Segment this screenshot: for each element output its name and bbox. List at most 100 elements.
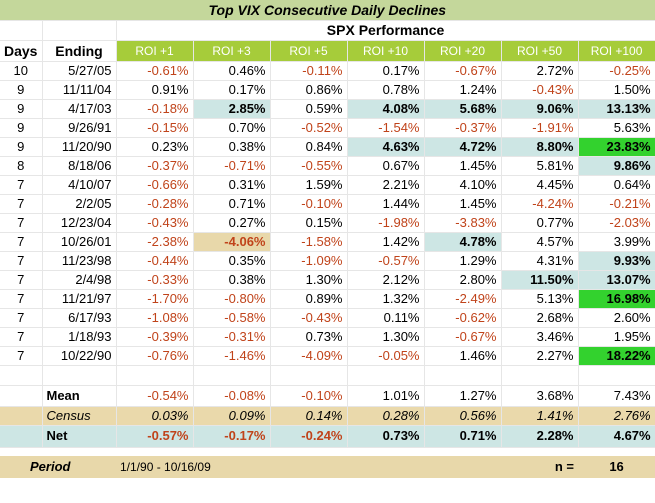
cell-days: 8 (0, 156, 43, 176)
net-row: Net -0.57% -0.17% -0.24% 0.73% 0.71% 2.28% 4.67… (0, 425, 655, 448)
table-title: Top VIX Consecutive Daily Declines (0, 0, 655, 21)
cell-roi: -0.55% (270, 156, 348, 176)
cell-roi: -1.91% (501, 118, 579, 138)
header-roi: ROI +100 (578, 40, 655, 62)
census-row-value: 0.28% (347, 406, 425, 426)
cell-days: 9 (0, 99, 43, 119)
header-roi: ROI +50 (501, 40, 579, 62)
n-value: 16 (578, 456, 655, 478)
cell-roi: 2.60% (578, 308, 655, 328)
cell-roi: 13.13% (578, 99, 655, 119)
table-row: 8 8/18/06 -0.37% -0.71% -0.55% 0.67% 1.45% 5.81… (0, 156, 655, 176)
n-label: n = (501, 456, 578, 478)
cell-roi: 1.95% (578, 327, 655, 347)
cell-roi: 8.80% (501, 137, 579, 157)
cell-days: 9 (0, 137, 43, 157)
census-row: Census 0.03% 0.09% 0.14% 0.28% 0.56% 1.41% 2.76… (0, 406, 655, 426)
cell-roi: 0.46% (193, 61, 271, 81)
table-row: 9 9/26/91 -0.15% 0.70% -0.52% -1.54% -0.37% -1.… (0, 118, 655, 138)
mean-row-value: 1.01% (347, 385, 425, 407)
cell-roi: -0.67% (424, 327, 502, 347)
cell-roi: 5.68% (424, 99, 502, 119)
cell-roi: 0.89% (270, 289, 348, 309)
cell-roi: 2.68% (501, 308, 579, 328)
cell-roi: -4.24% (501, 194, 579, 214)
table-row: 10 5/27/05 -0.61% 0.46% -0.11% 0.17% -0.67% 2.7… (0, 61, 655, 81)
cell-roi: -1.08% (116, 308, 194, 328)
cell-days: 7 (0, 213, 43, 233)
cell-roi: -0.62% (424, 308, 502, 328)
census-row-label: Census (42, 406, 117, 426)
table-row: 7 1/18/93 -0.39% -0.31% 0.73% 1.30% -0.67% 3.46… (0, 327, 655, 347)
census-row-value: 2.76% (578, 406, 655, 426)
table-row: 7 11/21/97 -1.70% -0.80% 0.89% 1.32% -2.49% 5.1… (0, 289, 655, 309)
cell-roi: 4.57% (501, 232, 579, 252)
mean-row-value: 3.68% (501, 385, 579, 407)
cell-roi: 2.72% (501, 61, 579, 81)
table-row: 7 6/17/93 -1.08% -0.58% -0.43% 0.11% -0.62% 2.6… (0, 308, 655, 328)
cell-roi: -0.25% (578, 61, 655, 81)
cell-roi: 18.22% (578, 346, 655, 366)
cell-roi: 0.71% (193, 194, 271, 214)
cell-roi: -0.66% (116, 175, 194, 195)
cell-ending: 10/26/01 (42, 232, 117, 252)
cell-roi: 0.38% (193, 270, 271, 290)
mean-row-value: -0.10% (270, 385, 348, 407)
cell-roi: -0.18% (116, 99, 194, 119)
cell-ending: 10/22/90 (42, 346, 117, 366)
cell-roi: -1.98% (347, 213, 425, 233)
cell-ending: 9/26/91 (42, 118, 117, 138)
cell-ending: 11/20/90 (42, 137, 117, 157)
table-row: 9 11/20/90 0.23% 0.38% 0.84% 4.63% 4.72% 8.80% 2… (0, 137, 655, 157)
cell-roi: 0.17% (347, 61, 425, 81)
cell-ending: 12/23/04 (42, 213, 117, 233)
cell-roi: 2.21% (347, 175, 425, 195)
census-row-value: 0.03% (116, 406, 194, 426)
cell-roi: 23.83% (578, 137, 655, 157)
cell-days: 9 (0, 118, 43, 138)
cell-roi: -0.05% (347, 346, 425, 366)
cell-roi: -0.76% (116, 346, 194, 366)
cell-roi: -1.09% (270, 251, 348, 271)
cell-roi: 2.12% (347, 270, 425, 290)
cell-roi: 1.29% (424, 251, 502, 271)
cell-roi: -0.57% (347, 251, 425, 271)
cell-roi: 5.13% (501, 289, 579, 309)
cell-roi: 3.99% (578, 232, 655, 252)
header-roi: ROI +20 (424, 40, 502, 62)
cell-roi: -0.80% (193, 289, 271, 309)
cell-days: 10 (0, 61, 43, 81)
census-row-value: 1.41% (501, 406, 579, 426)
cell-days: 7 (0, 175, 43, 195)
cell-roi: -0.28% (116, 194, 194, 214)
cell-roi: -0.11% (270, 61, 348, 81)
cell-roi: 4.31% (501, 251, 579, 271)
cell-roi: -0.71% (193, 156, 271, 176)
cell-roi: -0.31% (193, 327, 271, 347)
cell-roi: 0.86% (270, 80, 348, 100)
cell-ending: 4/10/07 (42, 175, 117, 195)
cell-roi: 2.85% (193, 99, 271, 119)
cell-roi: 0.27% (193, 213, 271, 233)
table-row: 7 2/2/05 -0.28% 0.71% -0.10% 1.44% 1.45% -4.24%… (0, 194, 655, 214)
cell-roi: 0.11% (347, 308, 425, 328)
cell-roi: 5.81% (501, 156, 579, 176)
cell-ending: 4/17/03 (42, 99, 117, 119)
cell-roi: -0.37% (424, 118, 502, 138)
cell-roi: 3.46% (501, 327, 579, 347)
cell-roi: -3.83% (424, 213, 502, 233)
cell-roi: 0.77% (501, 213, 579, 233)
mean-row-value: 1.27% (424, 385, 502, 407)
cell-roi: 4.72% (424, 137, 502, 157)
cell-roi: 4.63% (347, 137, 425, 157)
cell-roi: -0.61% (116, 61, 194, 81)
cell-days: 9 (0, 80, 43, 100)
cell-roi: -1.70% (116, 289, 194, 309)
cell-roi: 16.98% (578, 289, 655, 309)
table-row: 9 11/11/04 0.91% 0.17% 0.86% 0.78% 1.24% -0.43%… (0, 80, 655, 100)
net-row-value: -0.57% (116, 425, 194, 448)
cell-roi: -2.49% (424, 289, 502, 309)
period-row: Period 1/1/90 - 10/16/09 n = 16 (0, 456, 655, 478)
table-row: 7 2/4/98 -0.33% 0.38% 1.30% 2.12% 2.80% 11.50% 1… (0, 270, 655, 290)
